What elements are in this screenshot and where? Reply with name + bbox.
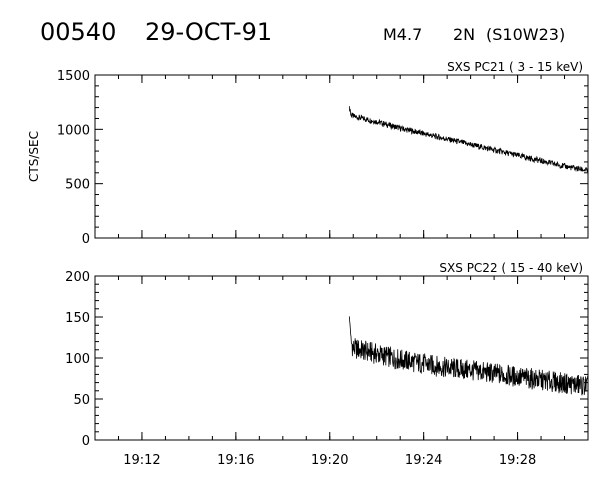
panel-2-xtick-label: 19:12 (123, 453, 160, 468)
panel-2-frame (94, 275, 589, 441)
panel-2-xtick-label: 19:28 (499, 453, 536, 468)
event-date: 29-OCT-91 (145, 18, 272, 46)
panel-2-xtick-label: 19:16 (217, 453, 254, 468)
panel-2-title: SXS PC22 ( 15 - 40 keV) (439, 261, 583, 275)
flare-class: M4.7 (383, 25, 422, 44)
panel-1-series-line (348, 106, 589, 173)
event-id: 00540 (40, 18, 116, 46)
panel-1-ytick-label: 500 (65, 178, 90, 193)
panel-2-ytick-label: 200 (65, 270, 90, 285)
panel-2-series-line (348, 316, 589, 396)
panel-2-ytick-label: 50 (73, 393, 90, 408)
panel-2-ytick-label: 150 (65, 311, 90, 326)
panel-1-ytick-label: 1500 (57, 69, 90, 84)
panel-1-title: SXS PC21 ( 3 - 15 keV) (447, 60, 583, 74)
panel-2-xtick-label: 19:24 (405, 453, 442, 468)
optical-class: 2N (453, 25, 475, 44)
flare-location: (S10W23) (486, 25, 565, 44)
panel-1-ytick-label: 1000 (57, 123, 90, 138)
panel-1-ylabel: CTS/SEC (27, 131, 41, 182)
panel-1-frame (94, 74, 589, 239)
panel-1-ytick-label: 0 (82, 232, 90, 247)
panel-2-xtick-label: 19:20 (311, 453, 348, 468)
panel-2-ytick-label: 0 (82, 434, 90, 449)
panel-2-ytick-label: 100 (65, 352, 90, 367)
